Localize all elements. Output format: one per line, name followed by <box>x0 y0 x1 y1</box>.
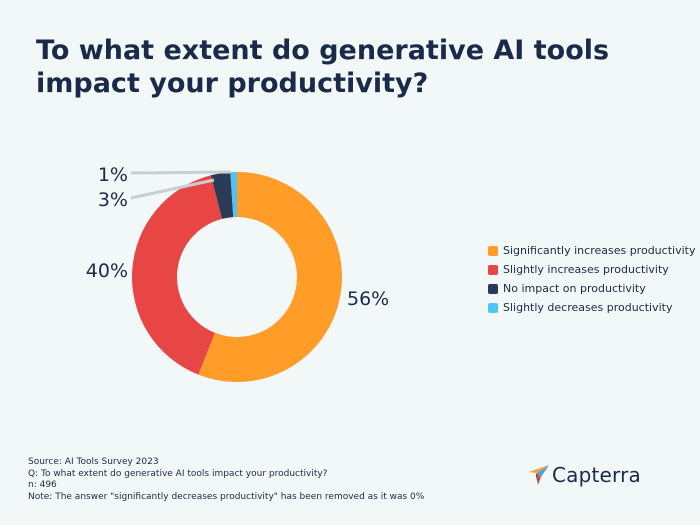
slice-significantly-increases-productivity <box>198 172 342 382</box>
legend-item-slightly-increases-productivity: Slightly increases productivity <box>488 260 695 279</box>
legend-label: No impact on productivity <box>503 282 646 295</box>
leader-line-slightly-decreases-productivity <box>130 170 232 175</box>
legend-item-slightly-decreases-productivity: Slightly decreases productivity <box>488 298 695 317</box>
data-label-significantly-increases-productivity: 56% <box>347 288 389 310</box>
logo-text: Capterra <box>552 463 642 487</box>
data-label-slightly-increases-productivity: 40% <box>86 260 128 282</box>
note-text: Note: The answer "significantly decrease… <box>28 491 425 502</box>
legend-swatch <box>488 245 498 256</box>
capterra-logo: Capterra <box>528 463 641 487</box>
legend-label: Slightly increases productivity <box>503 263 669 276</box>
legend-swatch <box>488 264 498 275</box>
slice-slightly-decreases-productivity <box>230 172 237 218</box>
legend-label: Significantly increases productivity <box>503 244 696 257</box>
data-label-no-impact-on-productivity: 3% <box>98 189 128 211</box>
slice-no-impact-on-productivity <box>210 172 234 219</box>
slice-slightly-increases-productivity <box>132 175 223 375</box>
sample-size-text: n: 496 <box>28 480 57 490</box>
chart-title: To what extent do generative AI tools im… <box>36 35 610 99</box>
legend-swatch <box>488 283 498 294</box>
legend-item-no-impact-on-productivity: No impact on productivity <box>488 279 695 298</box>
data-label-slightly-decreases-productivity: 1% <box>98 164 128 186</box>
question-text: Q: To what extent do generative AI tools… <box>28 468 328 479</box>
chart-legend: Significantly increases productivity Slig… <box>488 241 695 317</box>
capterra-arrow-icon <box>529 465 549 485</box>
leader-line-no-impact-on-productivity <box>130 178 215 200</box>
source-text: Source: AI Tools Survey 2023 <box>28 457 159 467</box>
legend-item-significantly-increases-productivity: Significantly increases productivity <box>488 241 695 260</box>
legend-swatch <box>488 302 498 313</box>
chart-footer: Source: AI Tools Survey 2023 Q: To what … <box>28 457 424 503</box>
legend-label: Slightly decreases productivity <box>503 301 673 314</box>
